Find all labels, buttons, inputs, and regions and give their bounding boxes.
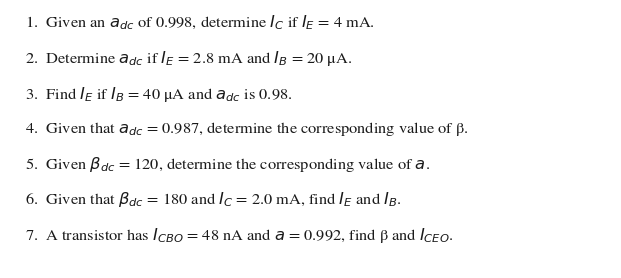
- Text: 3.  Find $I_E$ if $I_B$ = 40 μA and $a_{dc}$ is 0.98.: 3. Find $I_E$ if $I_B$ = 40 μA and $a_{d…: [25, 85, 292, 103]
- Text: 1.  Given an $a_{dc}$ of 0.998, determine $I_C$ if $I_E$ = 4 mA.: 1. Given an $a_{dc}$ of 0.998, determine…: [25, 14, 374, 32]
- Text: 6.  Given that $β_{dc}$ = 180 and $I_C$ = 2.0 mA, find $I_E$ and $I_B$.: 6. Given that $β_{dc}$ = 180 and $I_C$ =…: [25, 190, 401, 209]
- Text: 2.  Determine $a_{dc}$ if $I_E$ = 2.8 mA and $I_B$ = 20 μA.: 2. Determine $a_{dc}$ if $I_E$ = 2.8 mA …: [25, 49, 352, 68]
- Text: 7.  A transistor has $I_{CBO}$ = 48 nA and $a$ = 0.992, find β and $I_{CEO}$.: 7. A transistor has $I_{CBO}$ = 48 nA an…: [25, 226, 453, 245]
- Text: 5.  Given $β_{dc}$ = 120, determine the corresponding value of $a$.: 5. Given $β_{dc}$ = 120, determine the c…: [25, 155, 430, 174]
- Text: 4.  Given that $a_{dc}$ = 0.987, determine the corresponding value of β.: 4. Given that $a_{dc}$ = 0.987, determin…: [25, 120, 468, 138]
